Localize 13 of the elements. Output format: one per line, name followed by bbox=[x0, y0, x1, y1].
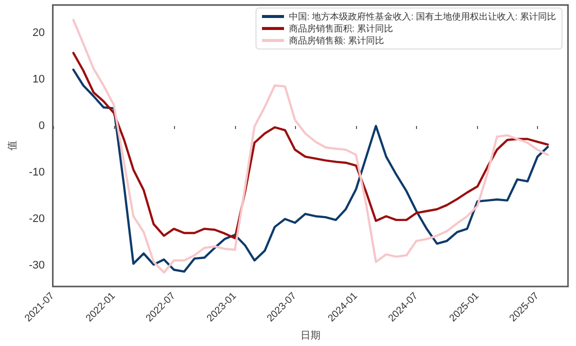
y-tick-label: 20 bbox=[32, 26, 45, 39]
legend-label: 中国: 地方本级政府性基金收入: 国有土地使用权出让收入: 累计同比 bbox=[288, 12, 556, 22]
y-tick-label: 10 bbox=[32, 73, 45, 86]
y-tick-label: -20 bbox=[28, 213, 45, 226]
y-axis-title: 值 bbox=[8, 140, 18, 151]
legend-label: 商品房销售面积: 累计同比 bbox=[288, 24, 394, 34]
y-tick-label: -30 bbox=[28, 260, 45, 272]
legend-label: 商品房销售额: 累计同比 bbox=[288, 36, 384, 46]
line-series bbox=[72, 52, 549, 240]
line-series bbox=[72, 68, 549, 273]
y-tick-label: -10 bbox=[28, 166, 45, 178]
y-tick-label: 0 bbox=[38, 120, 45, 132]
x-axis-title: 日期 bbox=[300, 330, 320, 342]
